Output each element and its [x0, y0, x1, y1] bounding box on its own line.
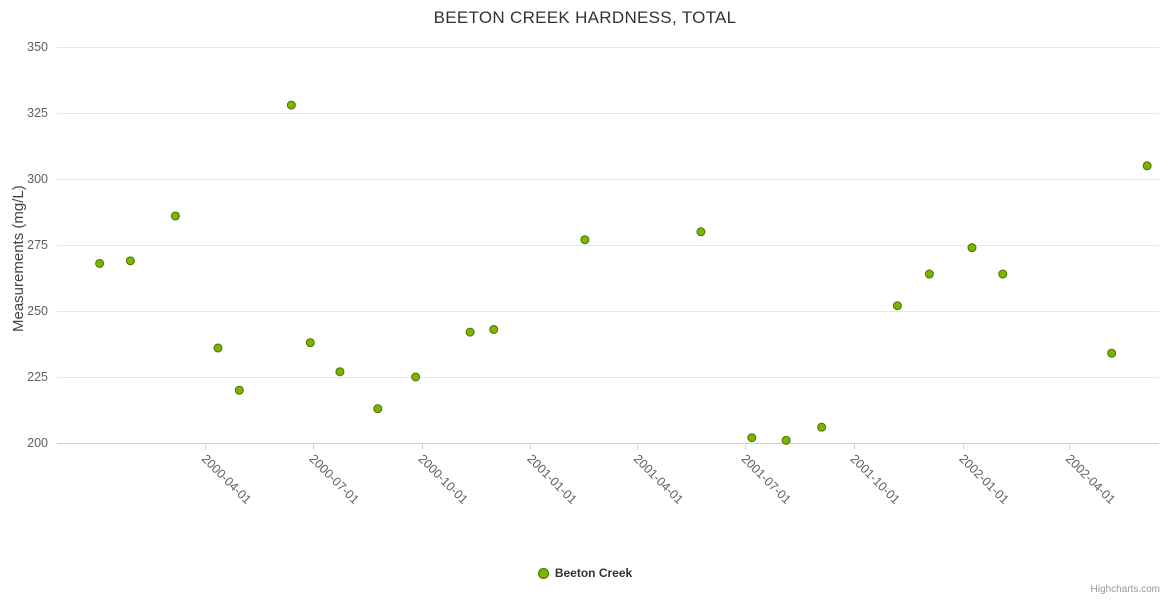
chart-title: BEETON CREEK HARDNESS, TOTAL — [433, 8, 737, 27]
y-axis-tick-label: 350 — [27, 40, 48, 54]
legend-label: Beeton Creek — [554, 566, 633, 580]
x-axis-tick-label: 2001-01-01 — [524, 452, 579, 507]
data-point[interactable] — [411, 372, 421, 382]
y-axis-tick-label: 275 — [27, 238, 48, 252]
x-axis-tick-label: 2000-04-01 — [199, 452, 254, 507]
y-axis-tick-label: 225 — [27, 370, 48, 384]
data-point[interactable] — [305, 338, 315, 348]
x-axis-tick-label: 2000-07-01 — [307, 452, 362, 507]
data-point[interactable] — [1142, 161, 1152, 171]
data-point[interactable] — [373, 404, 383, 414]
y-axis-tick-label: 250 — [27, 304, 48, 318]
x-axis-tick-label: 2001-04-01 — [631, 452, 686, 507]
data-point[interactable] — [170, 211, 180, 221]
x-axis-tick-label: 2000-10-01 — [415, 452, 470, 507]
y-axis-tick-label: 200 — [27, 436, 48, 450]
data-point[interactable] — [465, 327, 475, 337]
x-axis-tick-label: 2002-01-01 — [956, 452, 1011, 507]
x-axis-tick-label: 2002-04-01 — [1063, 452, 1118, 507]
data-point[interactable] — [817, 422, 827, 432]
data-point[interactable] — [95, 258, 105, 268]
data-point[interactable] — [1107, 348, 1117, 358]
legend-item-beeton-creek[interactable]: Beeton Creek — [0, 566, 1170, 580]
data-point[interactable] — [335, 367, 345, 377]
data-point[interactable] — [286, 100, 296, 110]
x-axis-tick-label: 2001-10-01 — [847, 452, 902, 507]
data-point[interactable] — [924, 269, 934, 279]
data-point[interactable] — [580, 235, 590, 245]
data-point[interactable] — [696, 227, 706, 237]
data-point[interactable] — [125, 256, 135, 266]
highcharts-credits-link[interactable]: Highcharts.com — [1090, 584, 1160, 595]
x-axis-tick-label: 2001-07-01 — [739, 452, 794, 507]
data-point[interactable] — [234, 385, 244, 395]
data-point[interactable] — [489, 324, 499, 334]
data-point[interactable] — [747, 433, 757, 443]
data-point[interactable] — [967, 243, 977, 253]
y-axis-tick-label: 300 — [27, 172, 48, 186]
data-point[interactable] — [892, 301, 902, 311]
legend-marker-icon — [537, 567, 549, 579]
data-point[interactable] — [998, 269, 1008, 279]
y-axis-tick-label: 325 — [27, 106, 48, 120]
data-point[interactable] — [781, 435, 791, 445]
data-point[interactable] — [213, 343, 223, 353]
